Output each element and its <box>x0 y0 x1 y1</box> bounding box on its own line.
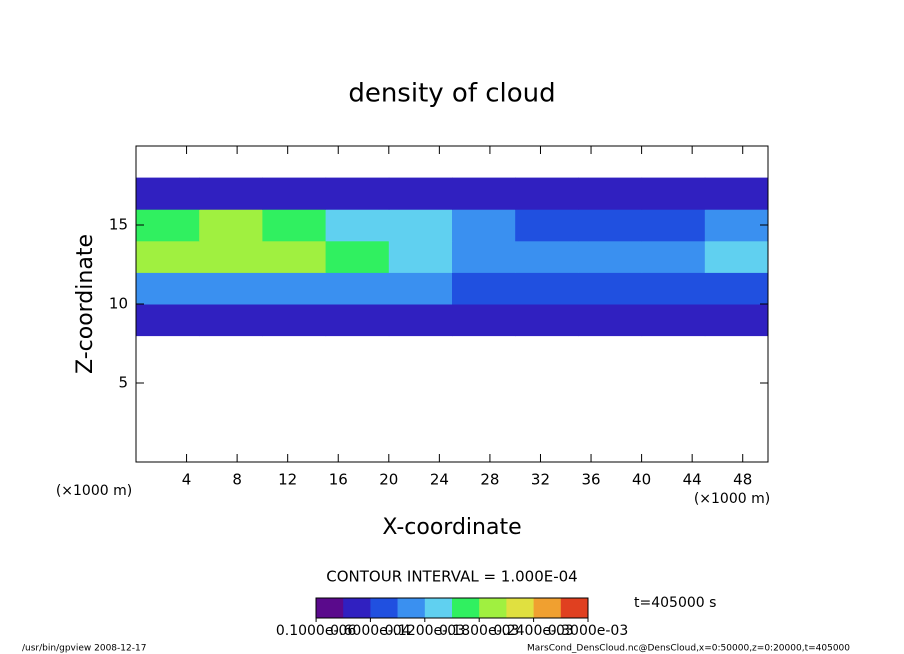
colorbar-swatch <box>452 598 480 618</box>
heatmap-cell <box>641 177 706 210</box>
heatmap-cell <box>325 209 390 242</box>
y-tick-label: 15 <box>109 216 128 234</box>
x-tick-label: 12 <box>278 471 297 489</box>
heatmap-cell <box>704 177 769 210</box>
x-tick-label: 36 <box>581 471 600 489</box>
heatmap-cell <box>388 177 453 210</box>
colorbar-swatch <box>533 598 562 618</box>
heatmap-cell <box>452 177 516 210</box>
heatmap-cell <box>325 240 390 273</box>
heatmap-cell <box>262 209 327 242</box>
colorbar-swatch <box>424 598 453 618</box>
heatmap-cell <box>452 240 516 273</box>
x-tick-label: 20 <box>379 471 398 489</box>
heatmap-cell <box>136 272 200 305</box>
contour-interval: CONTOUR INTERVAL = 1.000E-04 <box>326 568 577 586</box>
heatmap-cell <box>704 304 769 337</box>
heatmap-cell <box>578 209 643 242</box>
heatmap-cell <box>199 240 263 273</box>
heatmap-cell <box>388 240 453 273</box>
heatmap-cell <box>136 304 200 337</box>
heatmap-cell <box>136 177 200 210</box>
heatmap-cell <box>515 240 579 273</box>
heatmap-cell <box>704 272 769 305</box>
heatmap-cell <box>325 272 390 305</box>
heatmap-cell <box>262 177 327 210</box>
x-tick-label: 24 <box>430 471 449 489</box>
colorbar-swatch <box>343 598 371 618</box>
heatmap-cell <box>515 209 579 242</box>
heatmap-cell <box>704 240 769 273</box>
colorbar-swatch <box>560 598 589 618</box>
heatmap-cell <box>262 272 327 305</box>
colorbar-tick-label: 0.3000e-03 <box>548 623 628 639</box>
heatmap-cell <box>515 177 579 210</box>
x-tick-label: 44 <box>683 471 702 489</box>
x-tick-label: 32 <box>531 471 550 489</box>
heatmap-cell <box>199 177 263 210</box>
heatmap-cell <box>262 240 327 273</box>
y-tick-label: 10 <box>109 295 128 313</box>
x-tick-label: 40 <box>632 471 651 489</box>
colorbar-tick-label: 0.6000e-04 <box>330 623 411 639</box>
heatmap-cell <box>578 304 643 337</box>
x-tick-label: 4 <box>182 471 192 489</box>
heatmap-cell <box>578 177 643 210</box>
x-tick-label: 16 <box>329 471 348 489</box>
colorbar-swatch <box>370 598 398 618</box>
colorbar-swatch <box>506 598 534 618</box>
time-label: t=405000 s <box>634 595 716 611</box>
y-tick-label: 5 <box>118 374 128 392</box>
colorbar-tick-label: 0.1200e-03 <box>385 623 465 639</box>
colorbar-swatch <box>397 598 426 618</box>
heatmap-cell <box>452 304 516 337</box>
heatmap-cell <box>641 272 706 305</box>
heatmap-cell <box>136 240 200 273</box>
chart-title: density of cloud <box>348 79 555 109</box>
x-unit-label: (×1000 m) <box>56 483 132 499</box>
heatmap-cell <box>452 272 516 305</box>
heatmap-cell <box>578 272 643 305</box>
x-unit-label: (×1000 m) <box>694 491 770 507</box>
heatmap-cell <box>136 209 200 242</box>
heatmap-cell <box>641 209 706 242</box>
heatmap-cell <box>325 177 390 210</box>
colorbar-tick-label: 0.1000e-06 <box>276 623 357 639</box>
footer-left: /usr/bin/gpview 2008-12-17 <box>22 644 146 654</box>
footer-right: MarsCond_DensCloud.nc@DensCloud,x=0:5000… <box>527 644 850 654</box>
x-tick-label: 48 <box>733 471 752 489</box>
colorbar-tick-label: 0.1800e-03 <box>439 623 519 639</box>
heatmap-cell <box>515 272 579 305</box>
x-tick-label: 8 <box>232 471 242 489</box>
x-axis-label: X-coordinate <box>382 515 521 540</box>
heatmap-cell <box>199 304 263 337</box>
heatmap-cell <box>641 304 706 337</box>
x-tick-label: 28 <box>480 471 499 489</box>
y-axis-label: Z-coordinate <box>73 234 98 374</box>
heatmap-cell <box>452 209 516 242</box>
colorbar-tick-label: 0.2400e-03 <box>493 623 573 639</box>
heatmap-cell <box>199 209 263 242</box>
colorbar-swatch <box>479 598 507 618</box>
colorbar-swatch <box>316 598 344 618</box>
heatmap-cell <box>578 240 643 273</box>
heatmap-cell <box>325 304 390 337</box>
heatmap-cell <box>515 304 579 337</box>
heatmap-cell <box>641 240 706 273</box>
heatmap-cell <box>388 304 453 337</box>
heatmap-cell <box>704 209 769 242</box>
heatmap-cell <box>262 304 327 337</box>
heatmap-cell <box>388 209 453 242</box>
heatmap-cell <box>199 272 263 305</box>
heatmap-cell <box>388 272 453 305</box>
colorbar-frame <box>315 597 589 619</box>
